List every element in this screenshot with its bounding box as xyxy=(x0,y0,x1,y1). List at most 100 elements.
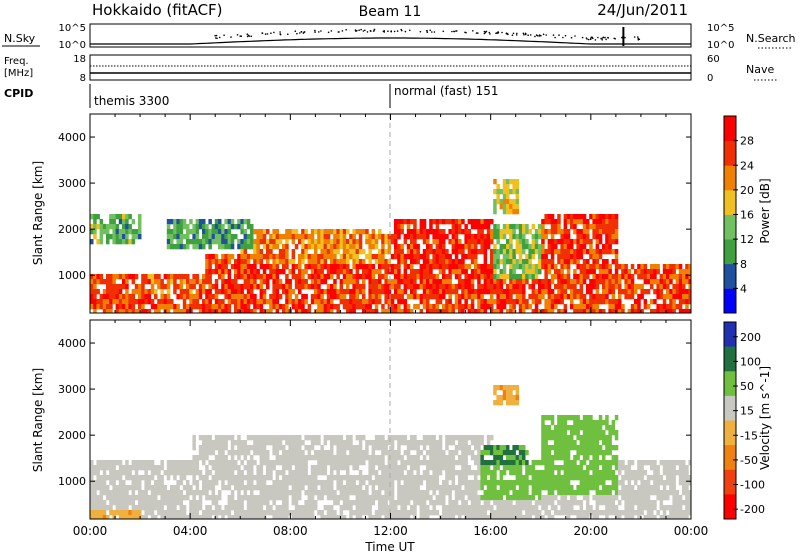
echo-cell xyxy=(310,440,315,446)
echo-cell xyxy=(413,224,417,230)
echo-cell xyxy=(115,234,120,240)
echo-cell xyxy=(515,279,520,285)
echo-cell xyxy=(554,510,558,516)
echo-cell xyxy=(467,234,472,240)
echo-cell xyxy=(480,299,484,305)
echo-cell xyxy=(618,460,622,466)
search-point xyxy=(590,36,592,39)
echo-cell xyxy=(246,239,251,245)
echo-cell xyxy=(470,284,475,290)
echo-cell xyxy=(534,470,539,476)
echo-cell xyxy=(483,465,488,471)
echo-cell xyxy=(102,289,107,295)
echo-cell xyxy=(490,495,494,501)
echo-cell xyxy=(573,239,577,245)
echo-cell xyxy=(314,254,318,260)
echo-cell xyxy=(266,490,270,496)
echo-cell xyxy=(566,269,571,275)
echo-cell xyxy=(538,244,542,250)
echo-cell xyxy=(275,284,280,290)
echo-cell xyxy=(122,500,126,506)
echo-cell xyxy=(90,304,94,310)
echo-cell xyxy=(397,470,401,476)
echo-cell xyxy=(448,460,452,466)
echo-cell xyxy=(445,460,449,466)
echo-cell xyxy=(624,495,628,501)
echo-cell xyxy=(230,244,235,250)
echo-cell xyxy=(598,425,603,431)
echo-cell xyxy=(573,274,577,280)
echo-cell xyxy=(253,500,257,506)
echo-cell xyxy=(259,289,264,295)
echo-cell xyxy=(358,234,363,240)
echo-cell xyxy=(432,259,436,265)
echo-cell xyxy=(605,249,609,255)
echo-cell xyxy=(211,269,216,275)
echo-cell xyxy=(160,505,164,511)
echo-cell xyxy=(218,460,222,466)
echo-cell xyxy=(573,425,577,431)
echo-cell xyxy=(138,229,142,235)
echo-cell xyxy=(307,445,312,451)
echo-cell xyxy=(307,264,312,270)
echo-cell xyxy=(112,495,116,501)
echo-cell xyxy=(317,259,321,265)
echo-cell xyxy=(538,224,542,230)
echo-cell xyxy=(368,480,372,486)
echo-cell xyxy=(144,279,148,285)
echo-cell xyxy=(358,440,363,446)
echo-cell xyxy=(480,510,484,516)
echo-cell xyxy=(118,505,123,511)
echo-cell xyxy=(557,259,561,265)
power-colorbar-segment xyxy=(724,165,736,191)
echo-cell xyxy=(310,294,315,300)
echo-cell xyxy=(109,510,113,516)
echo-cell xyxy=(512,480,516,486)
echo-cell xyxy=(208,450,212,456)
echo-cell xyxy=(323,485,328,491)
echo-cell xyxy=(506,284,510,290)
echo-cell xyxy=(592,279,596,285)
echo-cell xyxy=(90,495,94,501)
echo-cell xyxy=(522,259,526,265)
echo-cell xyxy=(506,224,510,230)
echo-cell xyxy=(205,304,209,310)
echo-cell xyxy=(294,455,299,461)
echo-cell xyxy=(141,294,145,300)
echo-cell xyxy=(307,259,312,265)
search-point xyxy=(511,34,514,36)
echo-cell xyxy=(646,289,651,295)
echo-cell xyxy=(230,254,235,260)
echo-cell xyxy=(298,470,302,476)
echo-cell xyxy=(381,304,385,310)
echo-cell xyxy=(490,304,494,310)
echo-cell xyxy=(422,294,427,300)
echo-cell xyxy=(390,284,395,290)
echo-cell xyxy=(198,244,203,250)
echo-cell xyxy=(602,299,606,305)
echo-cell xyxy=(266,249,270,255)
echo-cell xyxy=(566,294,571,300)
echo-cell xyxy=(483,445,488,451)
echo-cell xyxy=(298,480,302,486)
echo-cell xyxy=(422,224,427,230)
echo-cell xyxy=(278,435,283,441)
echo-cell xyxy=(128,485,132,491)
echo-cell xyxy=(240,515,244,519)
echo-cell xyxy=(333,465,337,471)
echo-cell xyxy=(595,435,600,441)
echo-cell xyxy=(250,515,254,519)
echo-cell xyxy=(435,510,440,516)
echo-cell xyxy=(598,309,603,313)
echo-cell xyxy=(688,299,691,305)
echo-cell xyxy=(432,445,436,451)
echo-cell xyxy=(528,254,532,260)
echo-cell xyxy=(397,249,401,255)
echo-cell xyxy=(413,515,417,519)
echo-cell xyxy=(550,279,555,285)
echo-cell xyxy=(470,480,475,486)
echo-cell xyxy=(394,279,398,285)
echo-cell xyxy=(330,274,334,280)
echo-cell xyxy=(541,279,545,285)
echo-cell xyxy=(486,505,491,511)
